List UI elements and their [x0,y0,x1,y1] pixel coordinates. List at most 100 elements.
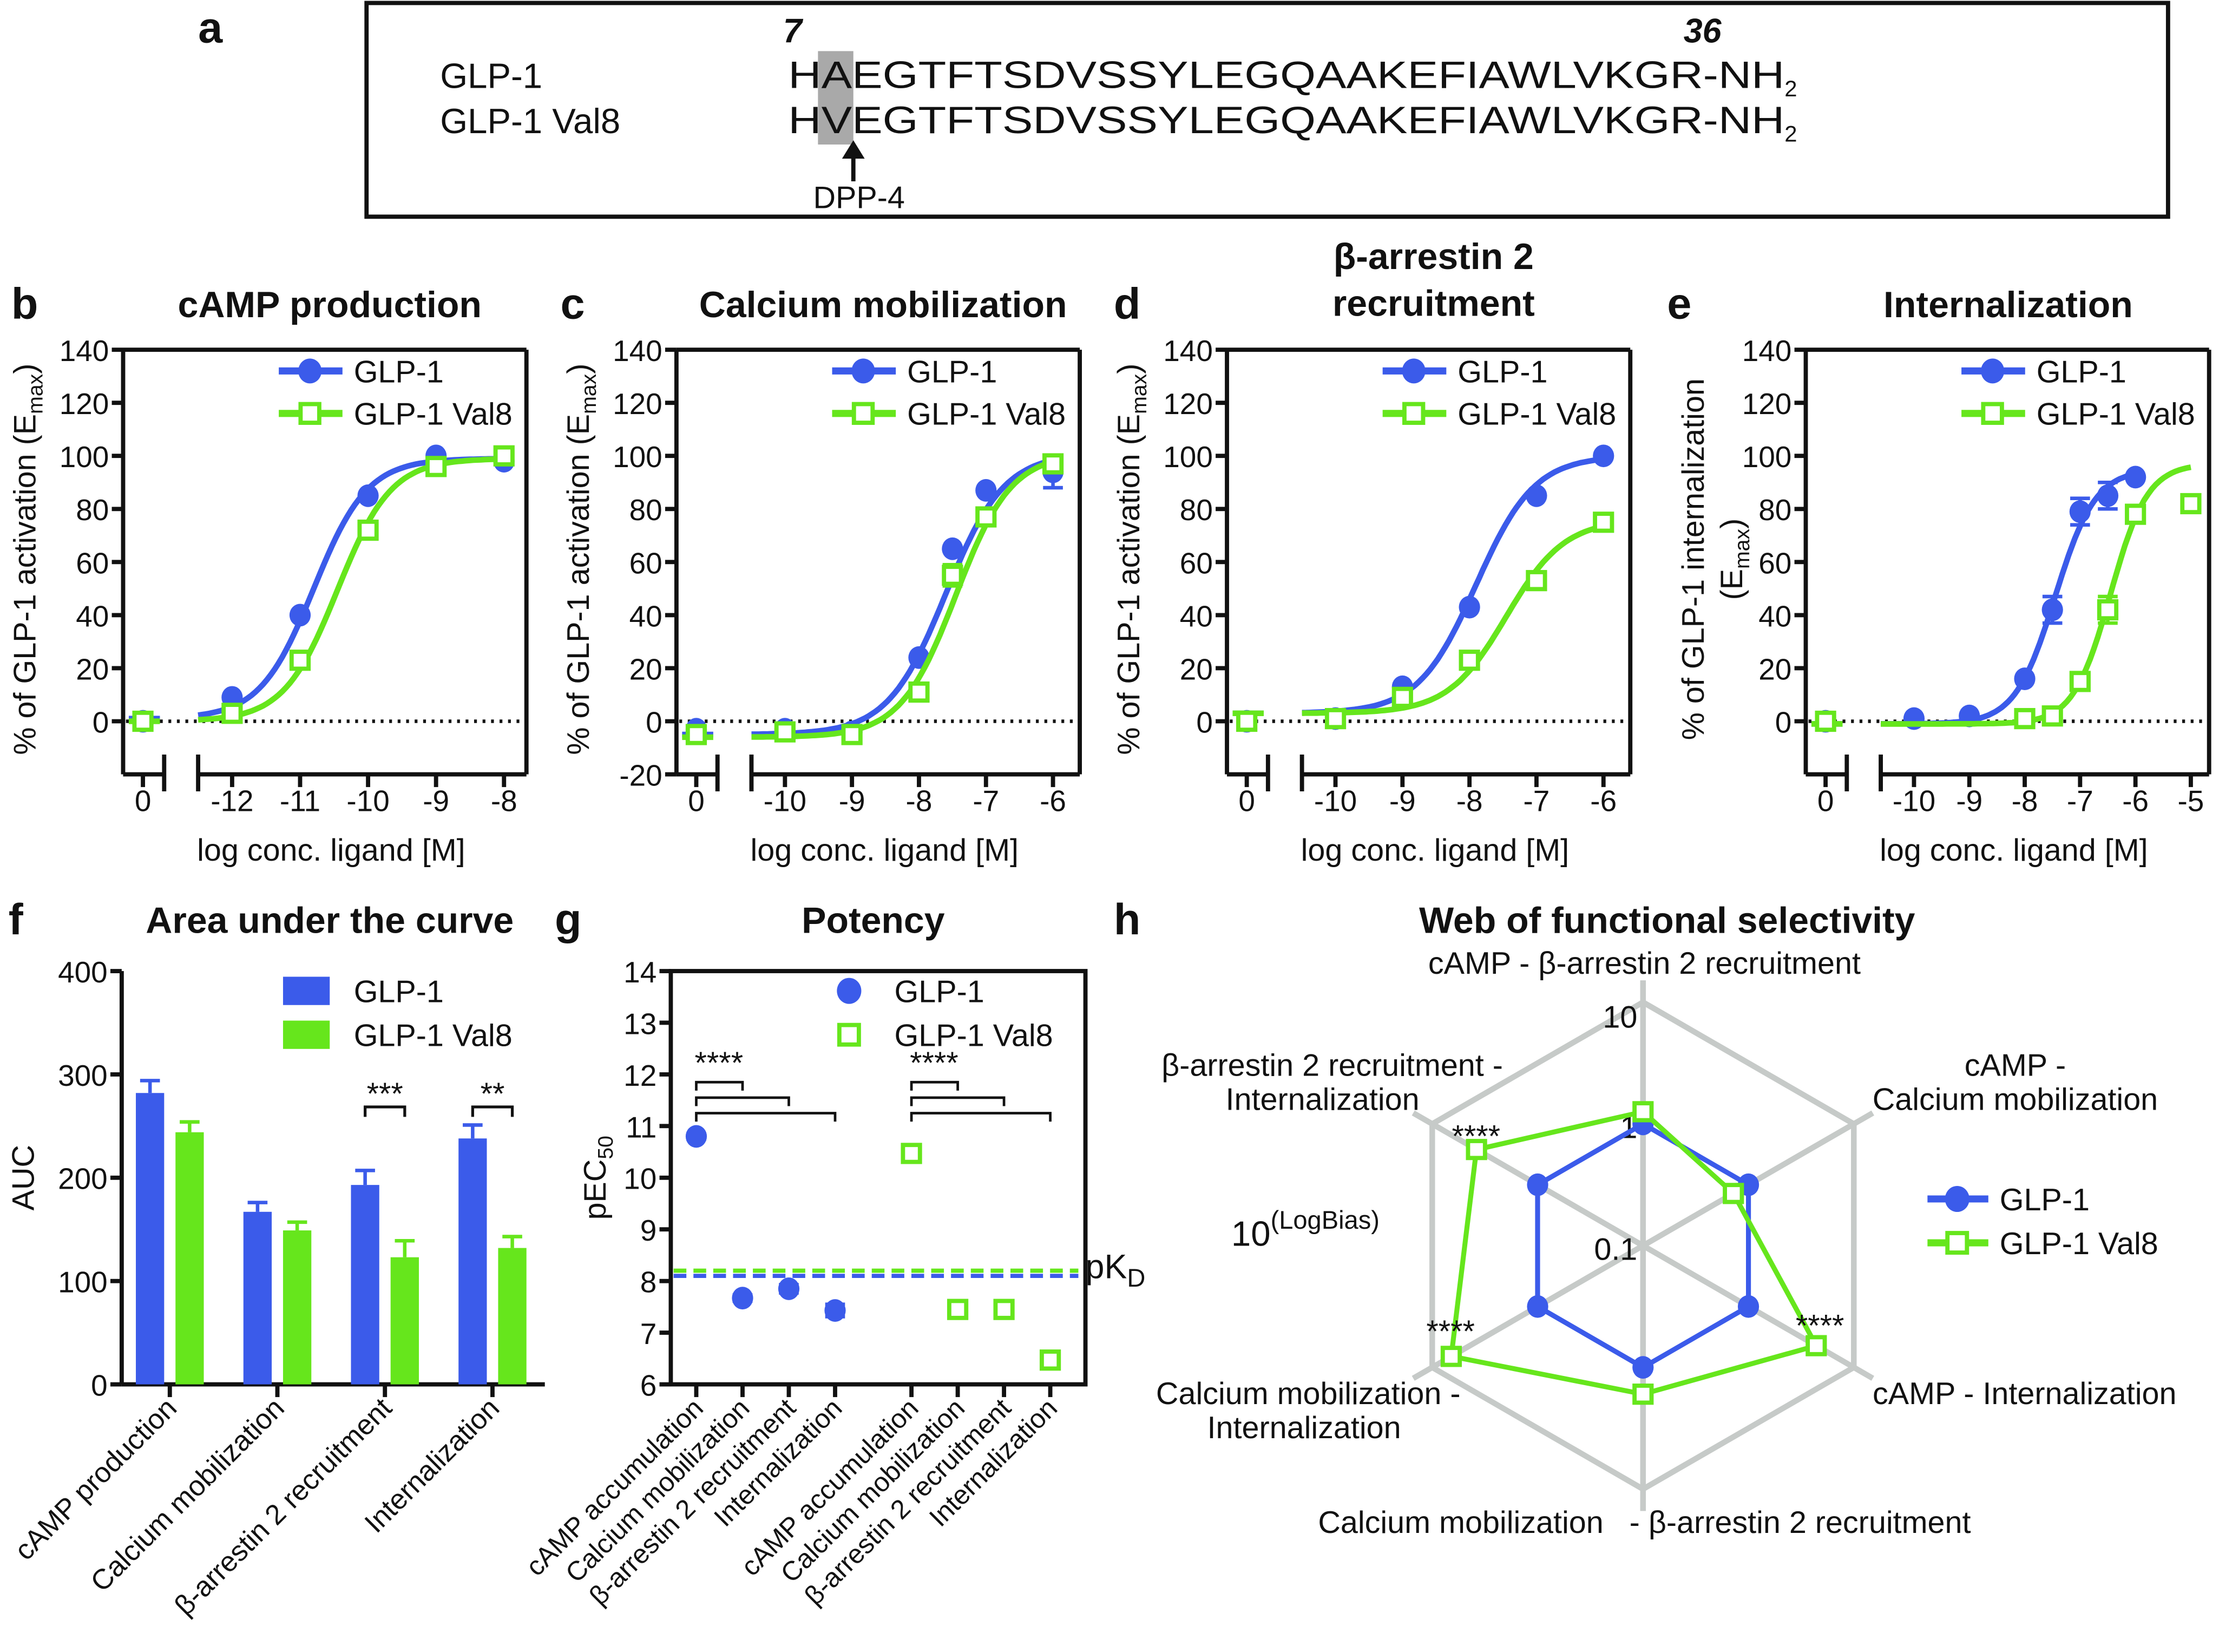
y-tick-label: 200 [58,1162,108,1196]
y-tick-label: 60 [629,546,662,580]
data-point-val8 [1466,1139,1487,1161]
residue-number-start: 7 [783,12,804,50]
data-point-glp1 [685,1125,707,1148]
x-tick-label: 0 [1238,784,1255,818]
legend-label: GLP-1 Val8 [354,397,513,432]
significance-stars: **** [695,1046,744,1080]
dpp4-label: DPP-4 [813,181,904,215]
category-label: β-arrestin 2 recruitment [169,1392,398,1622]
data-point-val8 [1459,650,1480,671]
data-point-val8 [493,445,515,467]
panel-title: cAMP production [178,284,482,325]
radar-axis-label: Calcium mobilization [1873,1082,2158,1117]
y-tick-label: 11 [626,1110,656,1144]
radar-axis-label: Calcium mobilization - [1156,1376,1461,1411]
y-tick-label: 60 [1758,546,1791,580]
panel-c: c Calcium mobilization -20 0 20 40 60 80 100 120 1… [560,280,1082,868]
sequence-subscript: 2 [1784,121,1797,147]
y-tick-label: 20 [1758,652,1791,686]
sequence-text: HVEGTFTSDVSSYLEGQAAKEFIAWLVKGR-NH [788,99,1784,141]
data-point-glp1 [778,1277,800,1300]
data-point-val8 [357,519,379,541]
y-axis-label: (Emax) [1715,519,1754,600]
panel-d: d β-arrestin 2 recruitment 0 20 40 60 80 100 120 1… [1112,236,1633,868]
data-point-val8 [132,710,154,732]
significance-bracket [364,1105,406,1117]
data-point-val8 [1391,686,1413,708]
data-point-val8 [1632,1384,1654,1405]
x-tick-label: -5 [2178,784,2204,818]
panel-e: e Internalization 0 20 40 60 80 100 120 140 0 -10 -9… [1667,280,2211,868]
bar-val8 [498,1248,527,1385]
data-point-val8 [947,1299,969,1320]
fit-curve-glp1 [1881,471,2136,727]
y-tick-label: 120 [1742,387,1792,421]
y-tick-label: 20 [1180,652,1213,686]
significance-bracket [910,1096,1006,1106]
x-tick-label: -8 [2012,784,2038,818]
x-tick-label: 0 [135,784,152,818]
y-tick-label: 60 [76,546,109,580]
y-tick-label: 80 [629,493,662,527]
y-tick-label: -20 [619,758,662,792]
y-tick-label: 140 [613,334,662,368]
x-tick-label: -10 [764,784,806,818]
legend-marker [1981,358,2005,384]
significance-stars: **** [910,1046,958,1080]
significance-stars: **** [1796,1309,1844,1343]
y-axis-label-text: % of GLP-1 activation (E [8,414,42,755]
data-point-val8 [1806,1335,1827,1356]
y-axis-label-text: (E [1715,569,1749,600]
y-tick-label: 120 [60,387,109,421]
y-axis-label: % of GLP-1 internalization [1676,378,1711,740]
x-axis-label: log conc. ligand [M] [1880,833,2148,868]
data-point-glp1 [732,1287,753,1310]
pkd-label-subscript: D [1127,1263,1145,1292]
significance-bracket [910,1112,1052,1122]
y-axis-label-text: pEC [578,1159,613,1220]
arrow-up-icon [842,140,865,159]
y-tick-label: 400 [58,955,108,989]
y-tick-label: 0 [1775,705,1792,739]
legend-label: GLP-1 Val8 [354,1019,513,1053]
bar-val8 [283,1230,312,1385]
legend-marker [1402,402,1426,425]
data-point-val8 [993,1299,1015,1320]
y-tick-label: 9 [640,1214,657,1247]
y-tick-label: 120 [613,387,662,421]
panel-b: b cAMP production 0 20 40 60 80 100 120 140 0 -12 -1… [8,280,529,868]
x-tick-label: -6 [2122,784,2149,818]
panel-title: Internalization [1883,284,2133,325]
x-tick-label: -9 [1956,784,1982,818]
y-tick-label: 6 [640,1368,657,1402]
y-tick-label: 20 [629,652,662,686]
x-axis-label: log conc. ligand [M] [750,833,1019,868]
data-point-val8 [2041,705,2063,727]
data-point-glp1 [2097,484,2119,507]
legend-swatch [283,976,330,1005]
y-tick-label: 12 [623,1059,656,1092]
x-tick-label: -9 [839,784,865,818]
y-tick-label: 100 [1163,440,1213,474]
y-tick-label: 0 [93,705,109,739]
y-axis-label-text: % of GLP-1 internalization [1676,378,1711,740]
legend-label: GLP-1 [354,355,444,389]
y-axis-label-text: % of GLP-1 activation (E [561,414,596,755]
significance-bracket [471,1105,514,1117]
radar-axis-label: Internalization [1207,1411,1401,1445]
data-point-glp1 [1527,1173,1548,1196]
fit-curve-glp1 [751,457,1054,737]
data-point-glp1 [357,484,379,507]
y-tick-label: 20 [76,652,109,686]
y-tick-label: 100 [613,440,662,474]
radial-tick-label: 10 [1603,1000,1637,1035]
y-tick-label: 140 [1742,334,1792,368]
legend-label: GLP-1 [895,975,984,1009]
panel-letter: d [1114,280,1141,329]
data-point-val8 [1440,1346,1462,1367]
legend-marker [837,978,862,1004]
data-point-glp1 [1459,595,1480,619]
x-tick-label: -9 [1389,784,1416,818]
panel-letter: b [11,280,38,329]
data-point-val8 [1236,710,1258,732]
